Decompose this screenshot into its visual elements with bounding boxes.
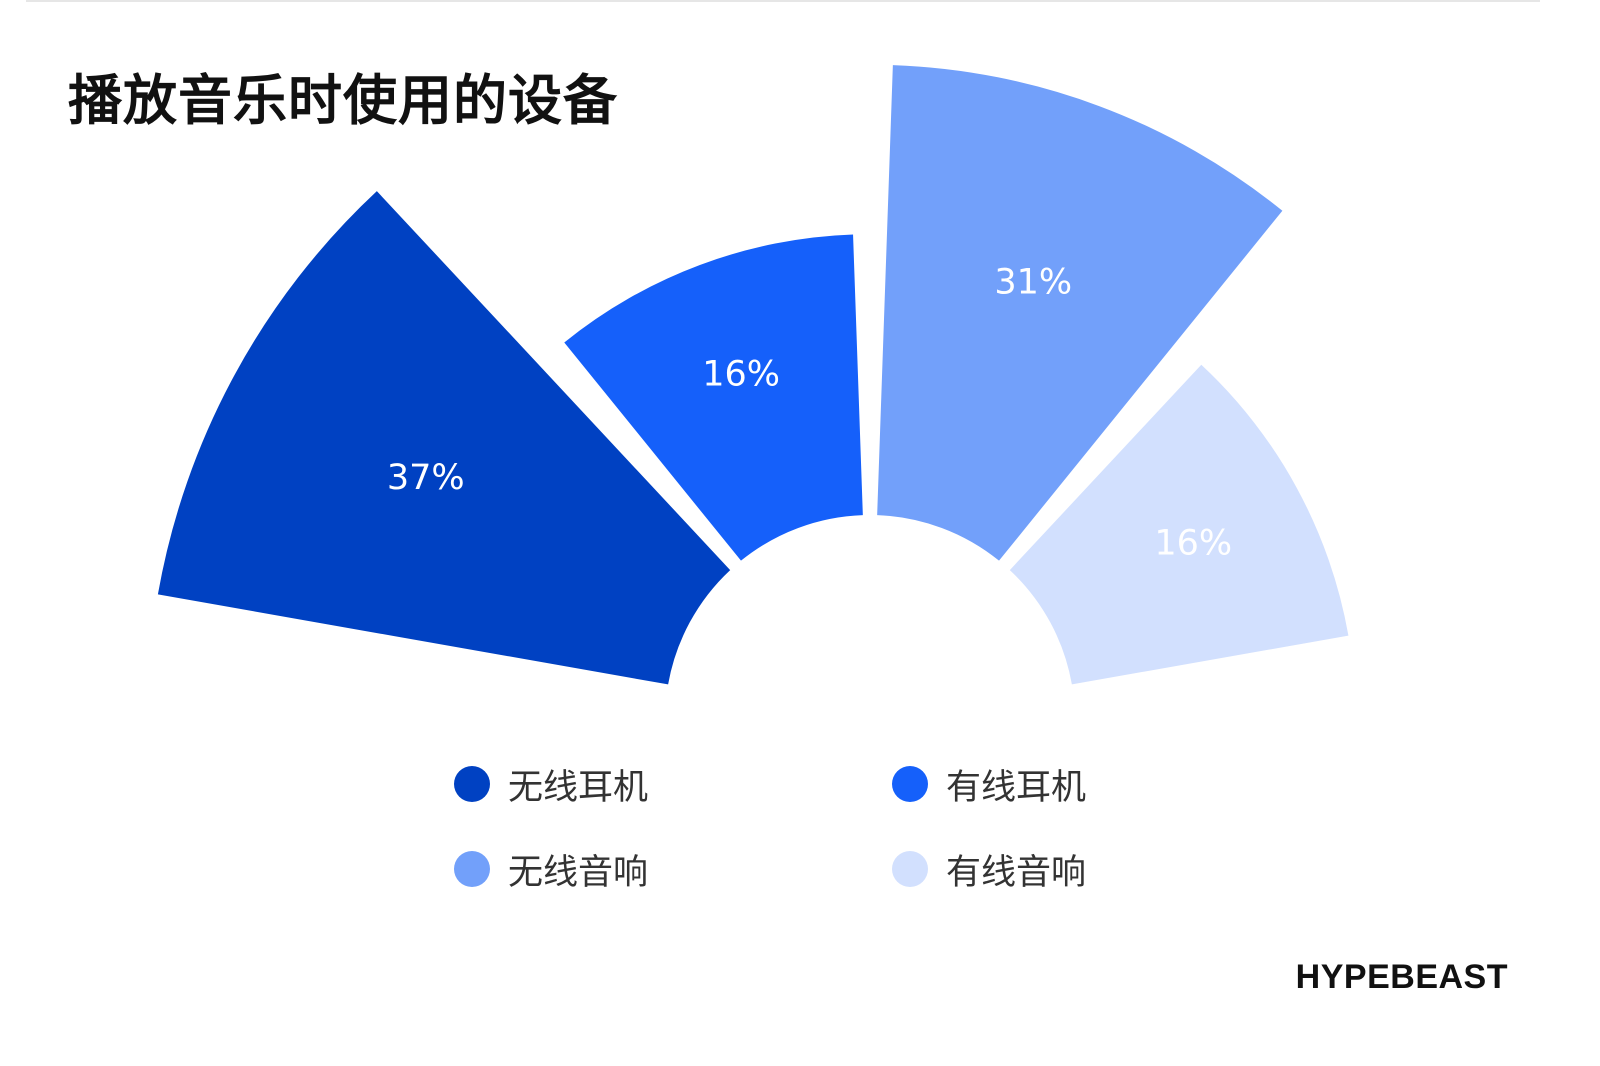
sector-4 bbox=[1009, 364, 1349, 685]
data-label-3: 31% bbox=[994, 262, 1072, 302]
data-label-2: 16% bbox=[702, 354, 780, 394]
legend-item-wireless-speaker: 无线音响 bbox=[454, 849, 648, 893]
top-divider bbox=[26, 0, 1540, 2]
sector-2 bbox=[564, 234, 863, 561]
legend-label: 有线耳机 bbox=[946, 767, 1087, 808]
legend-label: 无线耳机 bbox=[508, 767, 649, 808]
brand-logo-text: HYPEBEAST bbox=[1295, 958, 1508, 996]
legend-swatch bbox=[892, 766, 928, 802]
chart-canvas: 37% 16% 31% 16% bbox=[157, 65, 1349, 685]
legend-item-wired-speaker: 有线音响 bbox=[892, 849, 1086, 893]
legend-swatch bbox=[454, 766, 490, 802]
legend-label: 有线音响 bbox=[946, 852, 1087, 893]
chart-title: 播放音乐时使用的设备 bbox=[68, 69, 618, 132]
legend-item-wired-headphones: 有线耳机 bbox=[892, 764, 1086, 808]
data-label-1: 37% bbox=[387, 458, 465, 498]
sector-3 bbox=[877, 65, 1283, 561]
sector-1 bbox=[157, 191, 731, 685]
data-label-4: 16% bbox=[1154, 523, 1232, 563]
legend-item-wireless-headphones: 无线耳机 bbox=[454, 764, 648, 808]
legend-swatch bbox=[454, 851, 490, 887]
legend-swatch bbox=[892, 851, 928, 887]
legend-label: 无线音响 bbox=[508, 852, 649, 893]
